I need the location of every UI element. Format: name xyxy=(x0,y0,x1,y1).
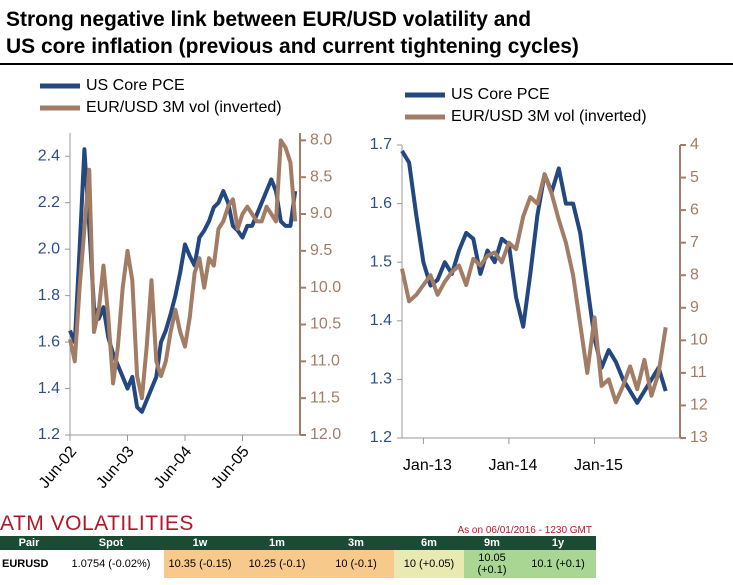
title-line: US core inflation (previous and current … xyxy=(6,35,579,58)
x-tick-label: Jun-02 xyxy=(36,443,81,491)
x-tick-label: Jan-14 xyxy=(488,457,537,474)
y2-tick-label: 9 xyxy=(690,299,699,316)
column-header: 3m xyxy=(318,536,394,550)
y-tick-label: 1.4 xyxy=(370,312,392,329)
y2-tick-label: 11 xyxy=(690,364,707,381)
column-header: 1y xyxy=(520,536,596,550)
column-header: 9m xyxy=(464,536,520,550)
y-tick-label: 1.5 xyxy=(370,253,392,270)
y2-tick-label: 8 xyxy=(690,266,699,283)
column-header: 1m xyxy=(236,536,318,550)
x-tick-label: Jan-13 xyxy=(403,457,452,474)
y-tick-label: 1.6 xyxy=(370,195,392,212)
y-tick-label: 1.2 xyxy=(370,429,392,446)
y2-tick-label: 7 xyxy=(690,234,699,251)
y2-tick-label: 10 xyxy=(690,332,708,349)
table-cell: 10.35 (-0.15) xyxy=(164,550,236,578)
y-tick-label: 2.0 xyxy=(38,240,60,257)
volatility-table: ATM VOLATILITIES As on 06/01/2016 - 1230… xyxy=(0,512,600,578)
y2-tick-label: 10.0 xyxy=(310,279,341,296)
x-tick-label: Jun-03 xyxy=(93,443,138,491)
legend-label: EUR/USD 3M vol (inverted) xyxy=(451,108,647,125)
title-line: Strong negative link between EUR/USD vol… xyxy=(6,8,531,31)
column-header: 1w xyxy=(164,536,236,550)
table-cell: 1.0754 (-0.02%) xyxy=(71,558,151,570)
table-note: As on 06/01/2016 - 1230 GMT xyxy=(457,525,592,536)
y2-tick-label: 4 xyxy=(690,136,699,153)
y2-tick-label: 6 xyxy=(690,201,699,218)
y-tick-label: 1.7 xyxy=(370,136,392,153)
y2-tick-label: 5 xyxy=(690,169,699,186)
y-tick-label: 2.4 xyxy=(38,147,60,164)
y2-tick-label: 8.0 xyxy=(310,132,332,149)
table-cell: 10.25 (-0.1) xyxy=(236,550,318,578)
y-tick-label: 1.6 xyxy=(38,333,60,350)
header-row: Pair Spot 1w 1m 3m 6m 9m 1y xyxy=(0,536,596,550)
y-tick-label: 1.3 xyxy=(370,371,392,388)
y2-tick-label: 13 xyxy=(690,429,708,446)
x-tick-label: Jan-15 xyxy=(574,457,623,474)
x-tick-label: Jun-05 xyxy=(208,443,253,491)
y2-tick-label: 10.5 xyxy=(310,316,341,333)
series-line xyxy=(68,138,298,401)
y2-tick-label: 9.0 xyxy=(310,205,332,222)
y-tick-label: 1.4 xyxy=(38,380,60,397)
y-tick-label: 1.2 xyxy=(38,426,60,443)
y2-tick-label: 11.0 xyxy=(310,353,340,370)
y-tick-label: 2.2 xyxy=(38,194,60,211)
series-line xyxy=(400,149,668,405)
column-header: Pair xyxy=(0,536,58,550)
legend-label: EUR/USD 3M vol (inverted) xyxy=(86,99,282,116)
table-title: ATM VOLATILITIES xyxy=(0,512,194,535)
series-line xyxy=(400,172,668,405)
column-header: 6m xyxy=(394,536,464,550)
table-cell: 10.05 (+0.1) xyxy=(464,550,520,578)
y2-tick-label: 11.5 xyxy=(310,389,340,406)
legend-label: US Core PCE xyxy=(451,86,550,103)
table-cell: 10 (-0.1) xyxy=(318,550,394,578)
y2-tick-label: 12 xyxy=(690,397,708,414)
y2-tick-label: 8.5 xyxy=(310,168,332,185)
y2-tick-label: 12.0 xyxy=(310,426,341,443)
column-header: Spot xyxy=(58,536,164,550)
y-tick-label: 1.8 xyxy=(38,287,60,304)
table: Pair Spot 1w 1m 3m 6m 9m 1y EURUSD 1.0754 (-0.02… xyxy=(0,536,596,578)
y2-tick-label: 9.5 xyxy=(310,242,332,259)
table-cell: 10.1 (+0.1) xyxy=(520,550,596,578)
x-tick-label: Jun-04 xyxy=(151,443,196,491)
charts: Strong negative link between EUR/USD vol… xyxy=(0,8,733,492)
table-row: EURUSD 1.0754 (-0.02%) 10.35 (-0.15) 10.25 … xyxy=(0,550,596,578)
legend-label: US Core PCE xyxy=(86,77,185,94)
table-cell: EURUSD xyxy=(2,558,49,570)
table-cell: 10 (+0.05) xyxy=(394,550,464,578)
